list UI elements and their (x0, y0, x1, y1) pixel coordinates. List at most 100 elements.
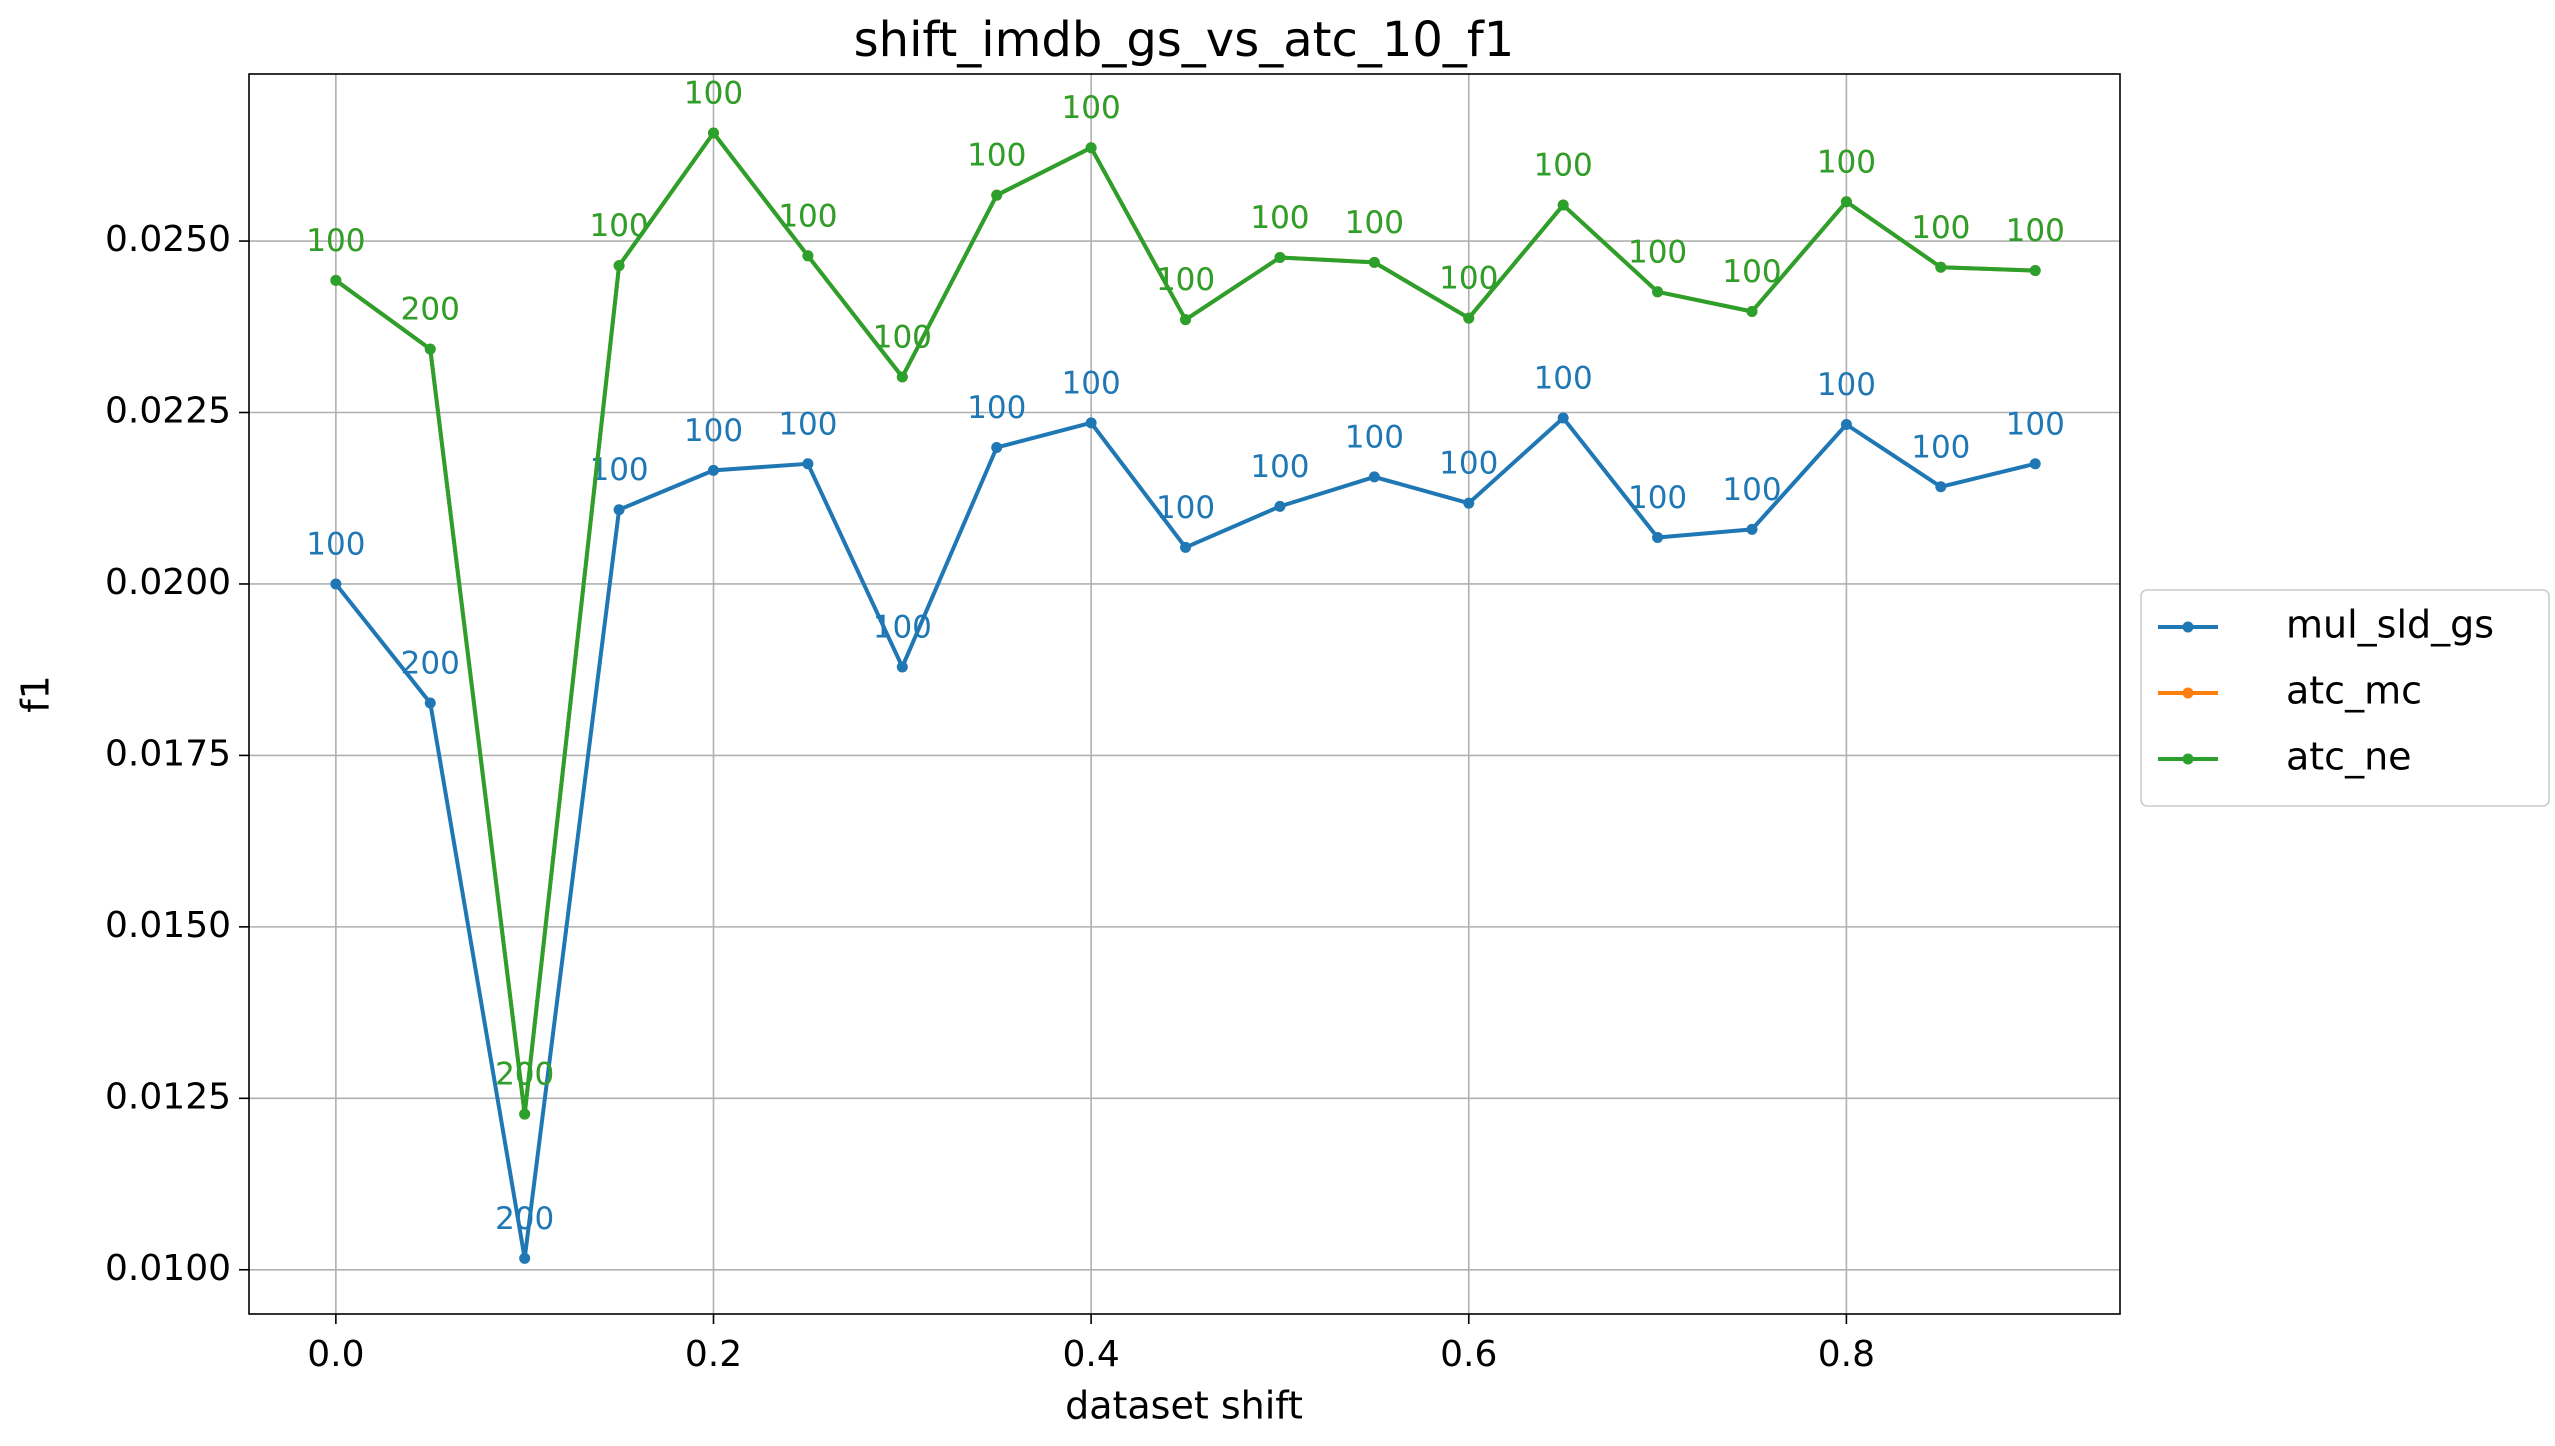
data-point (424, 697, 436, 709)
count-label: 100 (1534, 148, 1593, 184)
x-axis-label: dataset shift (1065, 1384, 1303, 1428)
data-point (896, 371, 908, 383)
count-label: 100 (1817, 144, 1876, 180)
data-point (1085, 142, 1097, 154)
count-label: 200 (401, 292, 460, 328)
data-point (613, 504, 625, 516)
count-label: 100 (306, 223, 365, 259)
data-point (1746, 523, 1758, 535)
count-label: 100 (2006, 213, 2065, 249)
legend-marker (2182, 687, 2194, 699)
data-point (1652, 532, 1664, 544)
count-label: 200 (401, 292, 460, 328)
data-point (1463, 312, 1475, 324)
count-label: 100 (2006, 406, 2065, 442)
count-label: 100 (778, 198, 837, 234)
count-label: 100 (589, 208, 648, 244)
y-tick-label: 0.0150 (105, 905, 231, 946)
data-point (802, 458, 814, 470)
count-label: 100 (1534, 360, 1593, 396)
y-tick-label: 0.0100 (105, 1248, 231, 1289)
data-point (519, 1252, 531, 1264)
count-label: 100 (1250, 200, 1309, 236)
plot-area: 100 200 200 100 100 100 100 100 100 100 100 100 100 1… (306, 75, 2065, 1264)
count-label: 200 (401, 646, 460, 682)
count-label: 100 (778, 406, 837, 442)
data-point (1746, 305, 1758, 317)
count-label: 100 (1250, 449, 1309, 485)
data-point (1274, 500, 1286, 512)
count-label: 100 (1250, 200, 1309, 236)
count-label: 100 (1156, 262, 1215, 298)
data-point (991, 189, 1003, 201)
count-label: 100 (1439, 446, 1498, 482)
legend: mul_sld_gs atc_mc atc_ne (2140, 589, 2550, 807)
data-point (707, 464, 719, 476)
count-label: 100 (1817, 367, 1876, 403)
data-point (1368, 256, 1380, 268)
data-point (802, 250, 814, 262)
count-label: 100 (1628, 234, 1687, 270)
count-label: 100 (1722, 254, 1781, 290)
data-point (707, 127, 719, 139)
count-label: 100 (1345, 419, 1404, 455)
count-label: 100 (1911, 429, 1970, 465)
data-point (1557, 412, 1569, 424)
count-label: 200 (495, 1057, 554, 1093)
x-tick-label: 0.0 (307, 1334, 364, 1375)
count-label: 100 (1534, 148, 1593, 184)
count-label: 100 (684, 75, 743, 111)
legend-label: atc_ne (2286, 735, 2412, 779)
count-label: 100 (1817, 144, 1876, 180)
data-point (2029, 265, 2041, 277)
x-tick-label: 0.2 (685, 1334, 742, 1375)
count-label: 100 (1911, 210, 1970, 246)
count-label: 100 (1439, 261, 1498, 297)
data-point (330, 578, 342, 590)
data-point (1085, 417, 1097, 429)
legend-label: atc_mc (2286, 669, 2422, 713)
count-label: 100 (1628, 480, 1687, 516)
data-point (613, 260, 625, 272)
data-point (1935, 261, 1947, 273)
x-tick-label: 0.6 (1440, 1334, 1497, 1375)
data-point (991, 441, 1003, 453)
count-label: 100 (1439, 261, 1498, 297)
axes-frame (248, 73, 2121, 1315)
count-label: 100 (684, 75, 743, 111)
count-label: 100 (1062, 90, 1121, 126)
count-label: 100 (1345, 205, 1404, 241)
legend-marker (2182, 621, 2194, 633)
count-label: 100 (967, 138, 1026, 174)
count-label: 100 (306, 223, 365, 259)
count-label: 100 (1062, 365, 1121, 401)
data-point (1935, 481, 1947, 493)
y-tick-label: 0.0175 (105, 733, 231, 774)
count-label: 100 (306, 526, 365, 562)
legend-marker (2182, 753, 2194, 765)
data-point (1180, 314, 1192, 326)
chart-title: shift_imdb_gs_vs_atc_10_f1 (854, 12, 1515, 68)
count-label: 100 (1722, 472, 1781, 508)
data-point (330, 274, 342, 286)
data-point (1368, 471, 1380, 483)
data-point (1557, 199, 1569, 211)
count-label: 100 (967, 390, 1026, 426)
y-tick-label: 0.0200 (105, 562, 231, 603)
y-axis-label: f1 (14, 675, 58, 713)
data-point (1180, 541, 1192, 553)
legend-box (2140, 589, 2550, 807)
count-label: 100 (1628, 234, 1687, 270)
data-point (2029, 458, 2041, 470)
count-label: 100 (1722, 254, 1781, 290)
count-label: 100 (873, 319, 932, 355)
x-tick-label: 0.4 (1062, 1334, 1119, 1375)
x-tick-label: 0.8 (1818, 1334, 1875, 1375)
y-tick-label: 0.0225 (105, 391, 231, 432)
count-label: 100 (2006, 213, 2065, 249)
count-label: 200 (495, 1057, 554, 1093)
data-point (519, 1108, 531, 1120)
data-point (1463, 497, 1475, 509)
count-label: 100 (1062, 90, 1121, 126)
